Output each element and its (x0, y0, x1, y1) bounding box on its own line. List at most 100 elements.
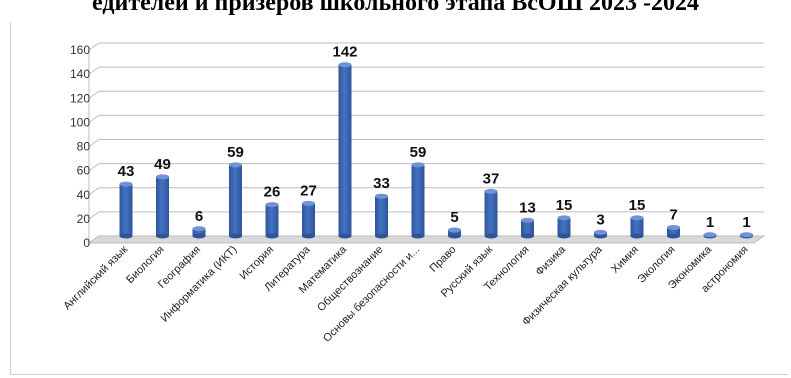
bar-base (630, 233, 644, 239)
bar-cap (557, 215, 571, 221)
bar-body (667, 227, 680, 236)
y-tick-label: 40 (77, 188, 91, 202)
bar-base (521, 233, 534, 239)
gridline-depth (88, 211, 100, 220)
bar (411, 162, 425, 239)
bar-body (265, 204, 279, 236)
bar-cap (229, 162, 242, 168)
bar-body (229, 164, 242, 236)
bar (740, 232, 753, 239)
bar-cap (375, 193, 388, 199)
bar-cap (156, 174, 169, 180)
y-tick-label: 140 (70, 67, 90, 81)
bar-base (375, 233, 388, 239)
bar-cap (630, 215, 644, 221)
gridline-depth (88, 66, 100, 75)
bar-base (411, 233, 425, 239)
bar-body (484, 191, 498, 236)
y-tick-label: 20 (77, 212, 91, 226)
bar-cap (484, 188, 498, 194)
bar (484, 188, 498, 239)
gridline-depth (88, 139, 100, 147)
bar (375, 193, 388, 239)
bar-body (119, 184, 133, 236)
category-labels: Английский языкБиологияГеографияИнформат… (61, 243, 750, 345)
data-label: 59 (227, 144, 244, 161)
bar-body (630, 217, 644, 236)
bar-body (557, 217, 571, 236)
category-label: Английский язык (61, 244, 130, 313)
bar-base (156, 233, 169, 239)
chart-title: едителей и призеров школьного этапа ВсОШ… (92, 0, 699, 16)
data-label: 13 (519, 199, 536, 216)
data-label: 142 (332, 44, 357, 61)
bar-body (411, 164, 425, 236)
category-label: Химия (609, 244, 641, 276)
bar-cap (521, 217, 534, 223)
bar-base (265, 233, 279, 239)
y-tick-label: 80 (77, 140, 91, 154)
data-label: 6 (195, 208, 203, 225)
gridlines (88, 42, 764, 244)
bar (521, 217, 534, 239)
bar-body (448, 229, 461, 236)
bar (192, 226, 206, 239)
bar-base (192, 233, 206, 239)
y-tick-label: 60 (77, 164, 91, 178)
bar-base (302, 233, 315, 239)
bar-base (484, 233, 498, 239)
gridline-depth (88, 42, 100, 51)
bar (302, 200, 315, 239)
bar-cap (667, 225, 680, 231)
data-label: 49 (154, 156, 171, 173)
data-label: 37 (483, 170, 500, 187)
data-label: 43 (118, 163, 135, 180)
bar-cap (740, 232, 753, 238)
data-label: 1 (742, 214, 750, 231)
gridline-depth (88, 114, 100, 123)
chart-floor-plane (87, 235, 766, 244)
data-label: 27 (300, 182, 317, 199)
bar (229, 162, 242, 239)
bar (703, 232, 717, 239)
bar-cap (338, 62, 352, 68)
bar (265, 202, 279, 239)
bar-body (338, 64, 352, 237)
bar-cap (119, 181, 133, 187)
data-label: 5 (450, 209, 458, 226)
gridline-depth (88, 235, 100, 244)
bar-body (156, 176, 169, 236)
bar-cap (594, 229, 607, 235)
category-label: Физика (534, 243, 569, 278)
gridline-depth (88, 90, 100, 99)
data-label: 15 (629, 197, 646, 214)
bar-body (375, 196, 388, 236)
bar (630, 215, 644, 239)
bar-base (338, 233, 352, 239)
bar-body (521, 220, 534, 236)
data-labels: 43 49 6 59 26 27 142 33 59 5 37 13 15 3 15 7 1 1 (118, 44, 751, 231)
gridline-depth (88, 163, 100, 172)
bar-cap (448, 227, 461, 233)
bar-cap (265, 202, 279, 208)
bar (156, 174, 169, 239)
bar (119, 181, 133, 239)
chart-frame (10, 22, 788, 375)
bar (594, 229, 607, 239)
bar-body (302, 203, 315, 236)
y-tick-label: 0 (83, 236, 90, 250)
bar-cap (411, 162, 425, 168)
data-label: 3 (596, 211, 604, 228)
data-label: 15 (556, 197, 573, 214)
bar-base (557, 233, 571, 239)
bars (119, 62, 753, 239)
y-tick-label: 120 (70, 91, 90, 105)
data-label: 59 (410, 144, 427, 161)
y-tick-label: 160 (70, 43, 90, 57)
y-tick-label: 100 (70, 115, 90, 129)
category-label: Обществознание (315, 244, 386, 315)
data-label: 26 (264, 184, 281, 201)
bar-base (229, 233, 242, 239)
bar-base (448, 233, 461, 239)
